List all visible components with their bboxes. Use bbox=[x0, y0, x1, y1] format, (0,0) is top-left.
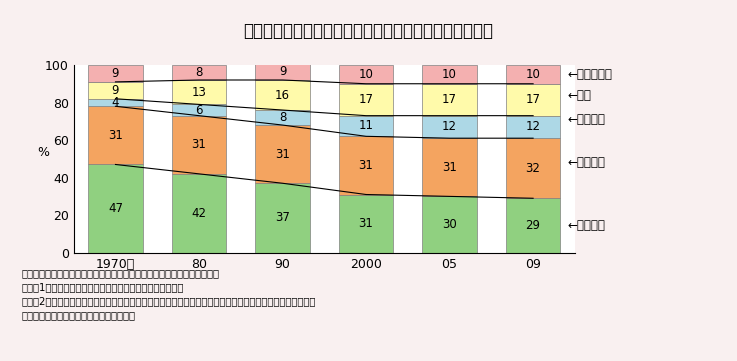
Text: 47: 47 bbox=[108, 202, 123, 215]
Bar bbox=[88, 99, 142, 106]
Bar bbox=[506, 84, 560, 116]
Text: 17: 17 bbox=[525, 93, 541, 106]
Bar bbox=[422, 65, 477, 84]
Text: 29: 29 bbox=[525, 219, 541, 232]
Y-axis label: %: % bbox=[38, 146, 49, 159]
Bar bbox=[422, 84, 477, 116]
Text: 31: 31 bbox=[359, 217, 374, 230]
Text: ←飲料・酒類: ←飲料・酒類 bbox=[567, 68, 612, 81]
Bar bbox=[506, 198, 560, 253]
Bar bbox=[255, 110, 310, 125]
Text: 12: 12 bbox=[442, 121, 457, 134]
Bar bbox=[172, 65, 226, 80]
Bar bbox=[255, 80, 310, 110]
Text: 10: 10 bbox=[442, 68, 457, 81]
Bar bbox=[506, 65, 560, 84]
Bar bbox=[339, 136, 393, 195]
Bar bbox=[339, 195, 393, 253]
Bar bbox=[88, 106, 142, 165]
Text: 4: 4 bbox=[112, 96, 119, 109]
Text: 9: 9 bbox=[112, 84, 119, 97]
Text: 16: 16 bbox=[275, 88, 290, 101]
Bar bbox=[422, 138, 477, 196]
Bar bbox=[339, 65, 393, 84]
Bar bbox=[88, 65, 142, 82]
Text: 31: 31 bbox=[275, 148, 290, 161]
Text: 11: 11 bbox=[358, 119, 374, 132]
Text: 42: 42 bbox=[192, 207, 206, 220]
Text: 9: 9 bbox=[112, 67, 119, 80]
Bar bbox=[172, 174, 226, 253]
Text: 資料：総務省「家計調査」、「消費者物価指数」を基に農林水産省で作成
　注：1）二人以上の世帯（農林漁家世帯を除く）、名目値
　　　2）生鮮食品は米、生鮮魚介、生: 資料：総務省「家計調査」、「消費者物価指数」を基に農林水産省で作成 注：1）二人… bbox=[22, 269, 316, 321]
Bar bbox=[88, 82, 142, 99]
Bar bbox=[422, 196, 477, 253]
Text: 12: 12 bbox=[525, 121, 541, 134]
Text: 30: 30 bbox=[442, 218, 457, 231]
Text: 8: 8 bbox=[279, 111, 286, 124]
Text: 17: 17 bbox=[358, 93, 374, 106]
Bar bbox=[255, 63, 310, 80]
Text: 31: 31 bbox=[359, 159, 374, 172]
Text: 9: 9 bbox=[279, 65, 286, 78]
Text: 10: 10 bbox=[525, 68, 540, 81]
Bar bbox=[506, 138, 560, 198]
Text: ←生鮮食品: ←生鮮食品 bbox=[567, 219, 605, 232]
Text: 31: 31 bbox=[192, 138, 206, 151]
Bar bbox=[339, 84, 393, 116]
Bar bbox=[255, 183, 310, 253]
Bar bbox=[88, 165, 142, 253]
Bar bbox=[506, 116, 560, 138]
Bar bbox=[172, 80, 226, 104]
Bar bbox=[172, 116, 226, 174]
Bar bbox=[339, 116, 393, 136]
Text: ←外食: ←外食 bbox=[567, 90, 591, 103]
Text: 8: 8 bbox=[195, 66, 203, 79]
Text: 31: 31 bbox=[442, 161, 457, 174]
Text: 37: 37 bbox=[275, 212, 290, 225]
Text: 10: 10 bbox=[359, 68, 374, 81]
Bar bbox=[422, 116, 477, 138]
Text: 図２－４　消費者世帯の種類別食料消費支出割合の推移: 図２－４ 消費者世帯の種類別食料消費支出割合の推移 bbox=[243, 22, 494, 40]
Text: ←調理食品: ←調理食品 bbox=[567, 113, 605, 126]
Text: 32: 32 bbox=[525, 162, 540, 175]
Bar bbox=[255, 125, 310, 183]
Bar bbox=[172, 104, 226, 116]
Text: 31: 31 bbox=[108, 129, 123, 142]
Text: 13: 13 bbox=[192, 86, 206, 99]
Text: ←加工食品: ←加工食品 bbox=[567, 156, 605, 169]
Text: 17: 17 bbox=[442, 93, 457, 106]
Text: 6: 6 bbox=[195, 104, 203, 117]
